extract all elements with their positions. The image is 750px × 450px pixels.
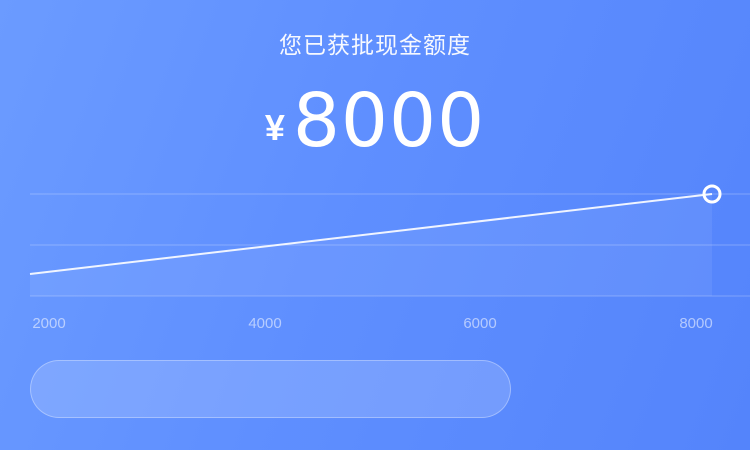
x-tick-label: 2000 xyxy=(32,315,65,332)
series-line xyxy=(29,193,713,275)
currency-symbol: ¥ xyxy=(264,107,285,148)
limit-chart-svg: 2000 4000 6000 8000 xyxy=(29,184,750,332)
limit-chart: 2000 4000 6000 8000 xyxy=(0,180,750,340)
page-title: 您已获批现金额度 xyxy=(279,33,471,59)
highlight-point-marker xyxy=(702,184,722,204)
x-tick-label: 6000 xyxy=(463,315,496,332)
amount-slider-track[interactable] xyxy=(30,360,511,418)
series-area xyxy=(30,194,712,296)
x-tick-label: 4000 xyxy=(248,315,281,332)
amount-value: 8000 xyxy=(292,78,486,164)
x-tick-label: 8000 xyxy=(679,315,712,332)
approved-amount: ¥8000 xyxy=(0,78,750,164)
